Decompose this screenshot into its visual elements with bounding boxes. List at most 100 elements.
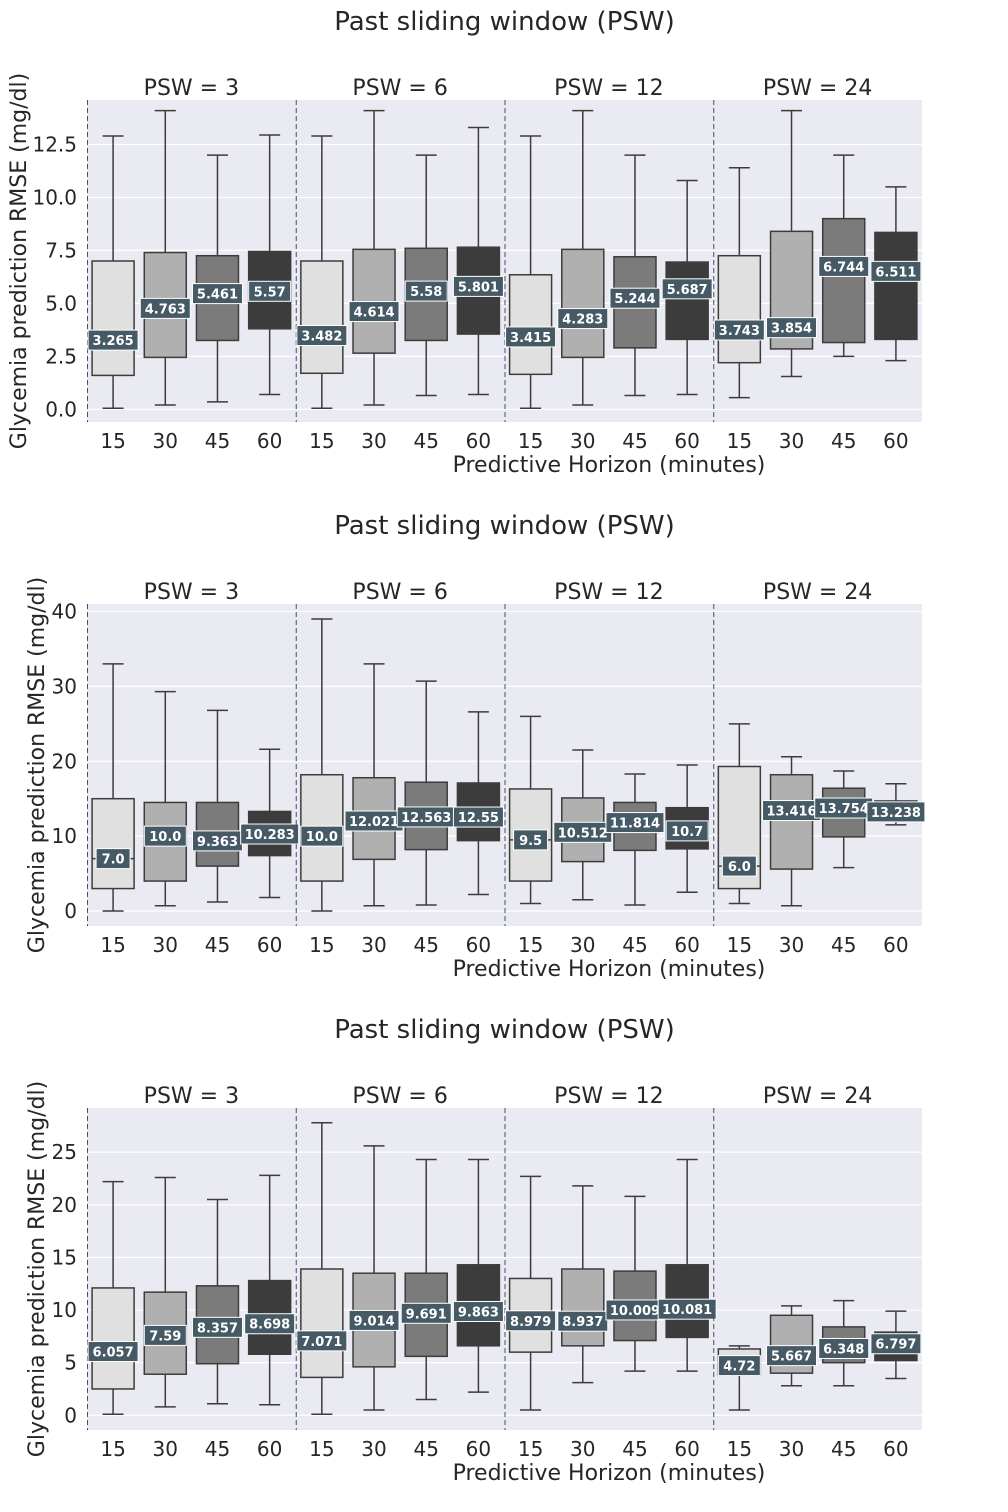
group-psw-24: PSW = 24 3.743 15 3.854 30 6.744 45 6.511 60 xyxy=(713,76,922,453)
box-ph-45: 5.461 45 xyxy=(191,154,243,453)
median-label: 10.0 xyxy=(306,830,338,845)
median-label-bg xyxy=(248,280,292,302)
median-label-bg xyxy=(296,1330,348,1352)
x-tick-label: 60 xyxy=(466,1437,491,1461)
x-tick-label: 30 xyxy=(153,429,178,453)
x-tick-label: 15 xyxy=(309,1437,334,1461)
median-label-bg xyxy=(766,1345,818,1367)
group-psw-12: PSW = 12 3.415 15 4.283 30 5.244 45 5.687 60 xyxy=(504,76,713,453)
box-ph-60: 5.57 60 xyxy=(247,134,292,453)
x-tick-label: 60 xyxy=(466,429,491,453)
x-tick-label: 45 xyxy=(413,933,438,957)
box-ph-60: 10.283 60 xyxy=(240,748,300,957)
median-label-bg xyxy=(657,1298,717,1320)
x-tick-label: 15 xyxy=(727,429,752,453)
median-label: 3.415 xyxy=(510,331,551,346)
median-label-bg xyxy=(713,319,765,341)
median-label-bg xyxy=(191,283,243,305)
x-tick-label: 30 xyxy=(361,429,386,453)
iqr-box xyxy=(769,773,814,870)
y-tick-label: 0 xyxy=(64,1403,77,1427)
median-label: 8.698 xyxy=(249,1318,290,1333)
y-tick-label: 30 xyxy=(52,674,77,698)
median-label-bg xyxy=(139,297,191,319)
box-ph-60: 10.081 60 xyxy=(657,1158,717,1461)
median-label: 6.744 xyxy=(823,260,864,275)
x-tick-label: 45 xyxy=(622,429,647,453)
box-ph-15: 8.979 15 xyxy=(505,1175,557,1461)
y-tick-label: 10.0 xyxy=(32,185,77,209)
median-label: 10.7 xyxy=(671,825,703,840)
x-tick-label: 45 xyxy=(831,933,856,957)
median-label: 9.691 xyxy=(406,1307,447,1322)
median-label: 5.801 xyxy=(458,280,499,295)
median-label: 10.0 xyxy=(149,830,181,845)
box-ph-60: 6.797 60 xyxy=(870,1310,922,1461)
chart-title: Past sliding window (PSW) xyxy=(334,511,675,541)
group-title: PSW = 6 xyxy=(352,1084,447,1109)
median-label-bg xyxy=(557,1310,609,1332)
group-psw-24: PSW = 24 6.0 15 13.416 30 13.754 45 13.238 60 xyxy=(713,580,926,957)
median-label-bg xyxy=(400,1302,452,1324)
iqr-box xyxy=(300,1268,344,1379)
box-ph-30: 7.59 30 xyxy=(143,1176,188,1461)
median-label: 3.482 xyxy=(301,330,342,345)
y-tick-label: 0 xyxy=(64,899,77,923)
x-tick-label: 30 xyxy=(779,933,804,957)
median-label: 5.667 xyxy=(771,1350,812,1365)
median-label-bg xyxy=(661,278,713,300)
median-label: 5.687 xyxy=(667,283,708,298)
median-label: 13.238 xyxy=(871,806,921,821)
median-label: 5.58 xyxy=(410,285,442,300)
y-axis-label: Glycemia prediction RMSE (mg/dl) xyxy=(25,577,50,953)
median-label: 13.416 xyxy=(766,805,816,820)
median-label: 5.57 xyxy=(254,285,286,300)
median-label: 9.014 xyxy=(353,1314,394,1329)
median-label: 4.763 xyxy=(145,302,186,317)
median-label-bg xyxy=(665,820,709,842)
x-tick-label: 30 xyxy=(570,429,595,453)
median-label-bg xyxy=(348,301,400,323)
median-label-bg xyxy=(87,1341,139,1363)
box-ph-60: 12.55 60 xyxy=(452,711,504,957)
median-label-bg xyxy=(870,260,922,282)
box-ph-60: 13.238 60 xyxy=(866,782,926,957)
group-psw-12: PSW = 12 9.5 15 10.512 30 11.814 45 10.7 60 xyxy=(504,580,709,957)
box-ph-45: 5.58 45 xyxy=(404,154,448,453)
iqr-box xyxy=(508,274,553,376)
group-psw-6: PSW = 6 7.071 15 9.014 30 9.691 45 9.863 60 xyxy=(295,1084,504,1461)
group-psw-3: PSW = 3 6.057 15 7.59 30 8.357 45 8.698 60 xyxy=(87,1084,296,1461)
median-label: 6.0 xyxy=(728,860,751,875)
median-label: 7.0 xyxy=(102,853,125,868)
median-label-bg xyxy=(348,1309,400,1331)
chart-panel-2: Past sliding window (PSW) 0 10 20 30 40Glycem… xyxy=(25,511,926,982)
group-title: PSW = 12 xyxy=(554,76,663,101)
x-tick-label: 15 xyxy=(100,1437,125,1461)
median-label: 3.743 xyxy=(719,324,760,339)
x-tick-label: 30 xyxy=(570,933,595,957)
iqr-box xyxy=(821,217,866,344)
x-tick-label: 45 xyxy=(622,1437,647,1461)
x-tick-label: 15 xyxy=(518,1437,543,1461)
median-label-bg xyxy=(452,1300,504,1322)
chart-panel-1: Past sliding window (PSW) 0.0 2.5 5.0 7.5 10.… xyxy=(7,7,922,478)
box-ph-30: 3.854 30 xyxy=(766,109,818,453)
box-ph-30: 12.021 30 xyxy=(344,663,404,957)
median-label: 8.937 xyxy=(562,1315,603,1330)
group-title: PSW = 24 xyxy=(763,76,872,101)
median-label: 7.071 xyxy=(301,1335,342,1350)
box-ph-15: 3.482 15 xyxy=(296,135,348,453)
median-label-bg xyxy=(191,1316,243,1338)
box-ph-15: 3.415 15 xyxy=(505,135,557,453)
median-label-bg xyxy=(721,855,757,877)
group-title: PSW = 3 xyxy=(144,76,239,101)
x-tick-label: 45 xyxy=(205,429,230,453)
box-ph-30: 10.512 30 xyxy=(553,749,613,957)
x-tick-label: 60 xyxy=(674,1437,699,1461)
x-tick-label: 60 xyxy=(883,429,908,453)
box-ph-15: 9.5 15 xyxy=(508,715,553,957)
x-tick-label: 60 xyxy=(883,933,908,957)
box-ph-60: 5.687 60 xyxy=(661,179,713,453)
y-tick-label: 5.0 xyxy=(45,291,77,315)
